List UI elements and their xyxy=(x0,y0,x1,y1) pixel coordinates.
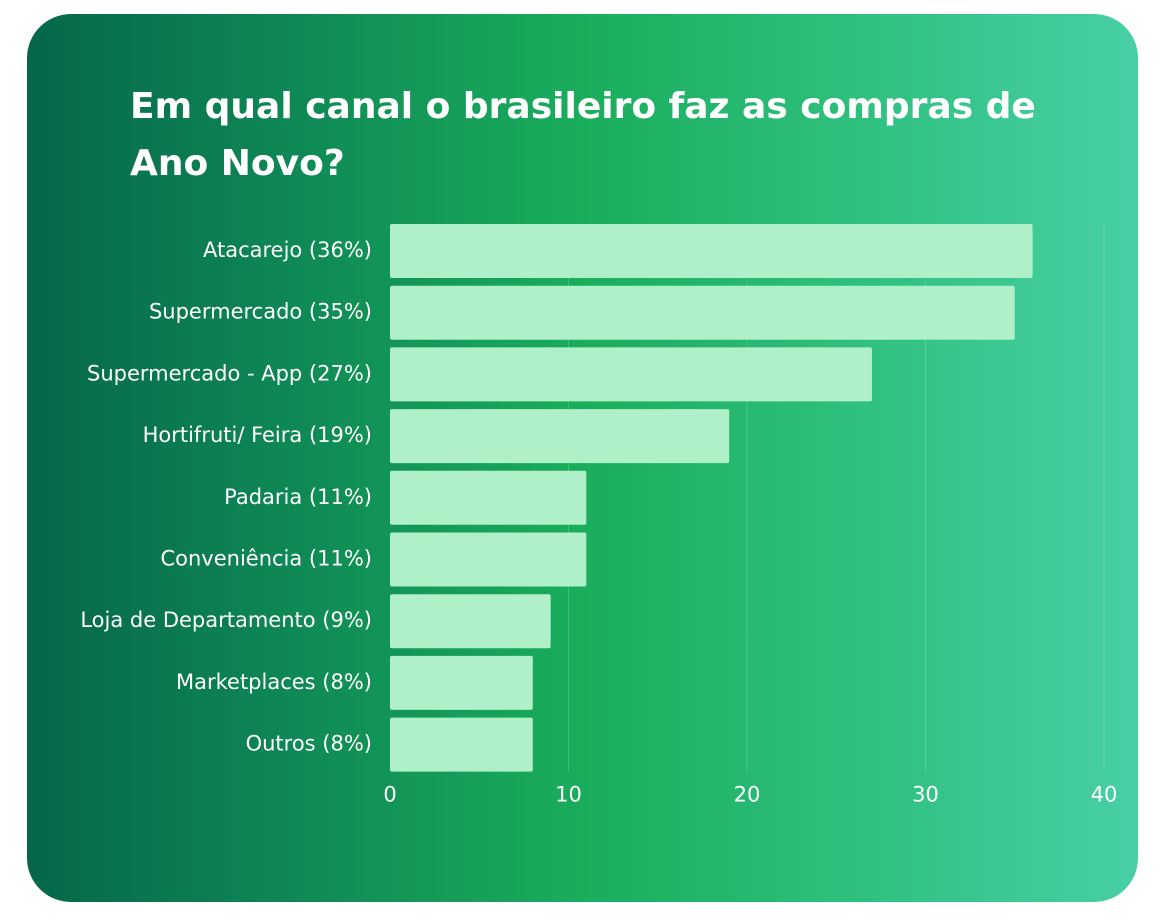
y-tick-label: Marketplaces (8%) xyxy=(176,670,372,694)
x-tick-label: 30 xyxy=(912,783,939,807)
chart-title: Em qual canal o brasileiro faz as compra… xyxy=(130,86,1036,184)
bar xyxy=(390,347,872,402)
bar xyxy=(390,717,533,772)
y-tick-label: Loja de Departamento (9%) xyxy=(80,608,372,632)
bar xyxy=(390,409,730,464)
y-tick-label: Padaria (11%) xyxy=(224,485,372,509)
bar xyxy=(390,655,533,710)
y-tick-label: Conveniência (11%) xyxy=(160,547,372,571)
bar xyxy=(390,224,1033,278)
y-tick-label: Outros (8%) xyxy=(246,732,372,756)
bar xyxy=(390,285,1015,340)
x-tick-label: 20 xyxy=(734,783,761,807)
x-tick-label: 10 xyxy=(555,783,582,807)
bar xyxy=(390,470,587,525)
y-tick-label: Supermercado (35%) xyxy=(149,300,372,324)
x-tick-label: 40 xyxy=(1091,783,1118,807)
y-tick-label: Hortifruti/ Feira (19%) xyxy=(143,423,372,447)
y-tick-label: Supermercado - App (27%) xyxy=(87,361,372,385)
bar xyxy=(390,594,551,649)
x-tick-label: 0 xyxy=(383,783,396,807)
y-tick-label: Atacarejo (36%) xyxy=(203,238,372,262)
bar xyxy=(390,532,587,587)
